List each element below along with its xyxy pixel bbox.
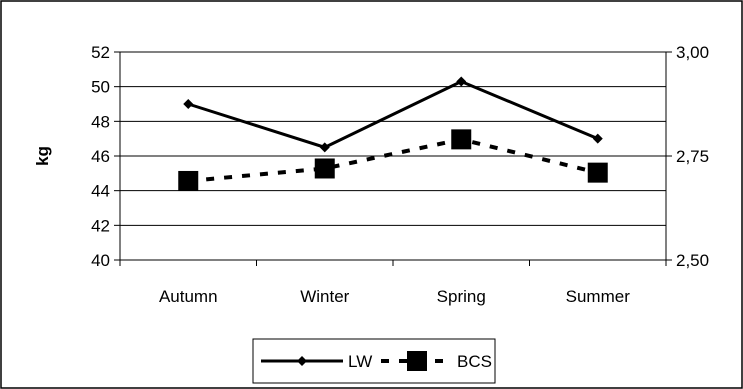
y-tick-label: 44 <box>91 182 110 201</box>
y-tick-label: 48 <box>91 112 110 131</box>
data-point-bcs <box>587 162 608 183</box>
data-point-bcs <box>178 170 199 191</box>
gridlines <box>120 51 666 261</box>
axes <box>114 51 672 266</box>
legend-label-bcs: BCS <box>457 352 492 371</box>
tick-labels: 40 42 44 46 48 50 52 2,50 2,75 3,00 Autumn Winter Sp… <box>91 43 709 306</box>
y-tick-label: 42 <box>91 216 110 235</box>
x-tick-label: Summer <box>566 287 631 306</box>
legend-marker-bcs <box>407 351 427 371</box>
series-line-bcs <box>188 137 599 183</box>
data-point-bcs <box>451 129 472 150</box>
series-bcs <box>178 129 608 191</box>
data-point-lw <box>319 142 330 153</box>
y-tick-label: 40 <box>91 251 110 270</box>
data-point-lw <box>456 76 467 87</box>
y2-tick-label: 2,50 <box>676 251 709 270</box>
x-tick-label: Spring <box>437 287 486 306</box>
x-tick-label: Winter <box>300 287 349 306</box>
x-tick-label: Autumn <box>159 287 218 306</box>
legend-label-lw: LW <box>348 352 372 371</box>
y2-tick-label: 2,75 <box>676 147 709 166</box>
y2-tick-label: 3,00 <box>676 43 709 62</box>
legend: LW BCS <box>252 338 496 384</box>
data-point-bcs <box>314 158 335 179</box>
y-tick-label: 46 <box>91 147 110 166</box>
y-tick-label: 50 <box>91 78 110 97</box>
data-point-lw <box>183 99 194 109</box>
series-layer <box>178 76 608 191</box>
legend-marker-lw <box>297 356 307 366</box>
data-point-lw <box>592 133 603 144</box>
series-line-lw <box>187 79 599 149</box>
series-lw <box>183 76 603 153</box>
y-axis-label: kg <box>33 146 52 166</box>
y-tick-label: 52 <box>91 43 110 62</box>
